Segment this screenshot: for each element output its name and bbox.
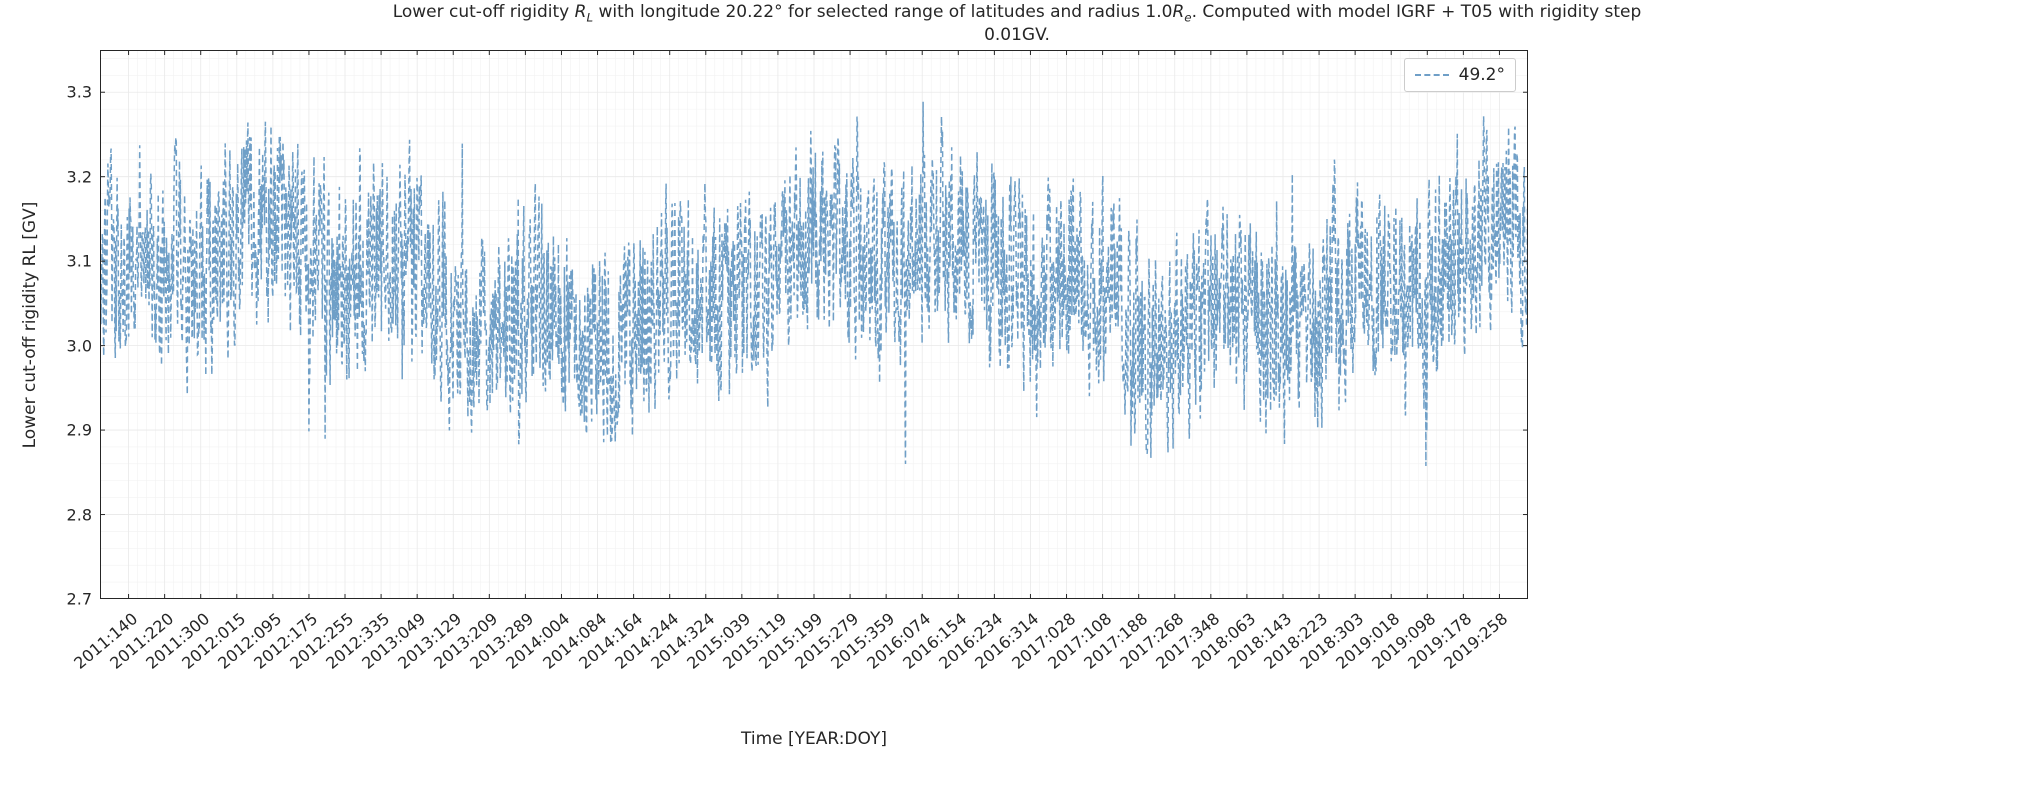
x-axis-label: Time [YEAR:DOY] [741, 729, 887, 749]
y-axis-label: Lower cut-off rigidity RL [GV] [20, 201, 40, 448]
y-tick-label: 2.7 [67, 590, 92, 609]
figure: Lower cut-off rigidity RL with longitude… [0, 0, 2034, 785]
y-tick-label: 3.0 [67, 336, 92, 355]
y-tick-label: 3.1 [67, 252, 92, 271]
chart-title-line-1: Lower cut-off rigidity RL with longitude… [0, 2, 2034, 25]
axes-area: 49.2° [100, 50, 1528, 599]
chart-title-line-2: 0.01GV. [0, 25, 2034, 45]
chart-title: Lower cut-off rigidity RL with longitude… [0, 2, 2034, 45]
y-tick-label: 2.9 [67, 421, 92, 440]
legend: 49.2° [1404, 58, 1516, 92]
y-tick-label: 2.8 [67, 505, 92, 524]
legend-label: 49.2° [1459, 65, 1505, 85]
plot-svg [100, 50, 1528, 599]
y-tick-label: 3.2 [67, 167, 92, 186]
legend-swatch [1415, 74, 1449, 76]
y-tick-label: 3.3 [67, 83, 92, 102]
